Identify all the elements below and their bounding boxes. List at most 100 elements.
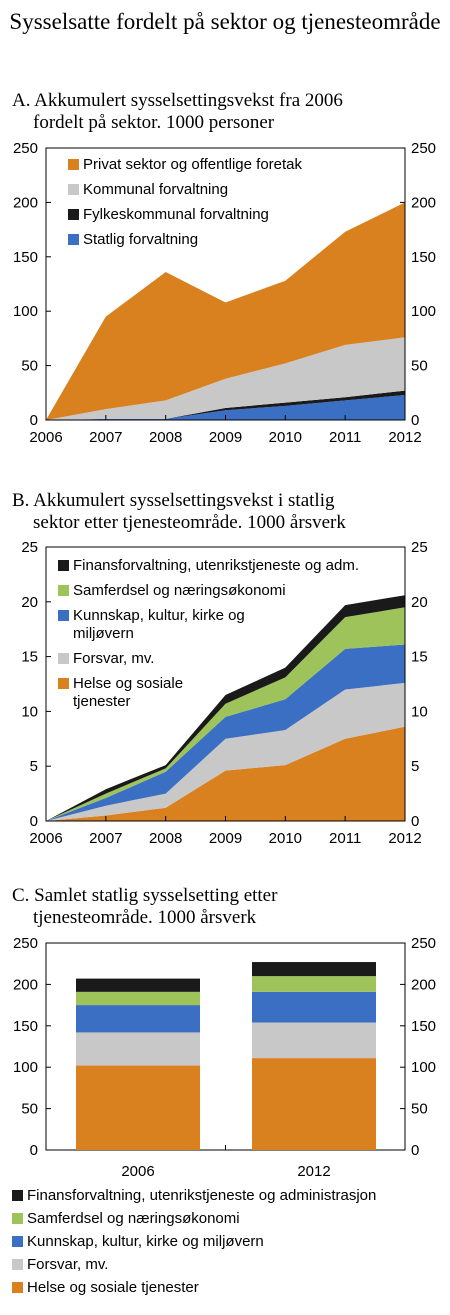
- legend-swatch-b-0: [58, 678, 69, 689]
- y-tick-label-left-b: 10: [21, 703, 38, 720]
- page-title-text: Sysselsatte fordelt på sektor og tjenest…: [9, 9, 441, 34]
- y-tick-label-right-a: 200: [411, 194, 436, 211]
- legend-swatch-b-4: [58, 560, 69, 571]
- y-tick-label-right-c: 0: [411, 1142, 419, 1159]
- y-tick-label-left-c: 50: [21, 1101, 38, 1118]
- x-tick-label-a: 2006: [29, 429, 62, 446]
- legend-label-c-4: Finansforvaltning, utenrikstjeneste og a…: [27, 1187, 376, 1204]
- y-tick-label-right-a: 250: [411, 140, 436, 157]
- y-tick-label-left-c: 250: [13, 935, 38, 952]
- y-tick-label-right-b: 0: [411, 813, 419, 830]
- bar-segment-c-1-0: [252, 1058, 376, 1150]
- x-tick-label-b: 2011: [329, 830, 361, 847]
- area-series-b-3: [46, 607, 405, 821]
- panel-b-title: B. Akkumulert sysselsettingsvekst i stat…: [12, 490, 346, 534]
- legend-swatch-b-2: [58, 610, 69, 621]
- y-tick-label-left-c: 200: [13, 976, 38, 993]
- legend-swatch-a-1: [68, 209, 79, 220]
- y-tick-label-right-a: 100: [411, 303, 436, 320]
- y-tick-label-left-b: 20: [21, 594, 38, 611]
- y-tick-label-left-c: 100: [13, 1059, 38, 1076]
- x-tick-label-b: 2012: [388, 830, 421, 847]
- bar-segment-c-1-2: [252, 991, 376, 1023]
- panel-b-title-line2: sektor etter tjenesteområde. 1000 årsver…: [33, 512, 346, 533]
- area-series-a-0: [46, 395, 405, 420]
- legend-label-a-3: Privat sektor og offentlige foretak: [83, 156, 303, 173]
- x-tick-label-a: 2009: [209, 429, 242, 446]
- panel-b-title-line1: B. Akkumulert sysselsettingsvekst i stat…: [12, 490, 335, 511]
- area-series-b-2: [46, 644, 405, 821]
- area-series-b-0: [46, 726, 405, 821]
- panel-c-title-line2: tjenesteområde. 1000 årsverk: [33, 907, 257, 928]
- y-tick-label-right-b: 10: [411, 703, 428, 720]
- legend-label-b-2: miljøvern: [73, 625, 134, 642]
- legend-label-b-0: Helse og sosiale: [73, 675, 183, 692]
- x-tick-label-b: 2007: [89, 830, 122, 847]
- legend-label-c-1: Forsvar, mv.: [27, 1256, 108, 1273]
- bar-segment-c-0-3: [76, 991, 200, 1006]
- x-tick-label-b: 2009: [209, 830, 242, 847]
- legend-swatch-c-2: [12, 1236, 23, 1247]
- legend-swatch-b-1: [58, 653, 69, 664]
- panel-c-title: C. Samlet statlig sysselsetting etter tj…: [12, 885, 277, 929]
- y-tick-label-right-c: 100: [411, 1059, 436, 1076]
- x-tick-label-a: 2007: [89, 429, 122, 446]
- y-tick-label-left-b: 5: [30, 758, 38, 775]
- x-category-label-c: 2006: [121, 1163, 154, 1180]
- y-tick-label-right-c: 150: [411, 1018, 436, 1035]
- y-tick-label-left-c: 0: [30, 1142, 38, 1159]
- x-tick-label-a: 2010: [269, 429, 302, 446]
- area-series-a-2: [46, 337, 405, 420]
- bar-segment-c-1-4: [252, 962, 376, 977]
- x-tick-label-b: 2010: [269, 830, 302, 847]
- legend-label-b-2: Kunnskap, kultur, kirke og: [73, 607, 245, 624]
- legend-label-b-4: Finansforvaltning, utenrikstjeneste og a…: [73, 557, 359, 574]
- y-tick-label-left-a: 50: [21, 358, 38, 375]
- x-tick-label-b: 2008: [149, 830, 182, 847]
- legend-swatch-a-0: [68, 234, 79, 245]
- legend-swatch-a-3: [68, 159, 79, 170]
- legend-label-b-3: Samferdsel og næringsøkonomi: [73, 582, 286, 599]
- legend-swatch-c-1: [12, 1259, 23, 1270]
- y-tick-label-right-b: 20: [411, 594, 428, 611]
- y-tick-label-left-a: 150: [13, 249, 38, 266]
- x-tick-label-a: 2008: [149, 429, 182, 446]
- y-tick-label-left-b: 25: [21, 539, 38, 556]
- panel-a-title-line1: A. Akkumulert sysselsettingsvekst fra 20…: [12, 90, 343, 111]
- x-category-label-c: 2012: [297, 1163, 330, 1180]
- legend-swatch-c-3: [12, 1213, 23, 1224]
- legend-label-a-2: Kommunal forvaltning: [83, 181, 228, 198]
- x-tick-label-b: 2006: [29, 830, 62, 847]
- y-tick-label-left-a: 100: [13, 303, 38, 320]
- y-tick-label-right-b: 15: [411, 649, 428, 666]
- y-tick-label-right-a: 150: [411, 249, 436, 266]
- y-tick-label-left-b: 15: [21, 649, 38, 666]
- bar-segment-c-1-3: [252, 976, 376, 992]
- legend-label-a-0: Statlig forvaltning: [83, 231, 198, 248]
- y-tick-label-left-a: 250: [13, 140, 38, 157]
- panel-a-title-line2: fordelt på sektor. 1000 personer: [33, 112, 275, 133]
- y-tick-label-right-c: 250: [411, 935, 436, 952]
- legend-swatch-a-2: [68, 184, 79, 195]
- bar-segment-c-0-2: [76, 1005, 200, 1033]
- y-tick-label-left-a: 200: [13, 194, 38, 211]
- x-tick-label-a: 2012: [388, 429, 421, 446]
- legend-label-a-1: Fylkeskommunal forvaltning: [83, 206, 269, 223]
- legend-label-c-0: Helse og sosiale tjenester: [27, 1279, 199, 1296]
- area-series-a-3: [46, 202, 405, 420]
- y-tick-label-right-c: 50: [411, 1101, 428, 1118]
- y-tick-label-right-a: 50: [411, 358, 428, 375]
- bar-segment-c-0-0: [76, 1065, 200, 1150]
- legend-swatch-c-0: [12, 1282, 23, 1293]
- y-tick-label-left-b: 0: [30, 813, 38, 830]
- legend-swatch-b-3: [58, 585, 69, 596]
- legend-swatch-c-4: [12, 1190, 23, 1201]
- panel-a-title: A. Akkumulert sysselsettingsvekst fra 20…: [12, 90, 343, 134]
- legend-label-b-0: tjenester: [73, 693, 131, 710]
- legend-label-c-2: Kunnskap, kultur, kirke og miljøvern: [27, 1233, 264, 1250]
- y-tick-label-right-b: 25: [411, 539, 428, 556]
- area-series-b-1: [46, 682, 405, 821]
- page-title: Sysselsatte fordelt på sektor og tjenest…: [0, 8, 450, 36]
- y-tick-label-left-c: 150: [13, 1018, 38, 1035]
